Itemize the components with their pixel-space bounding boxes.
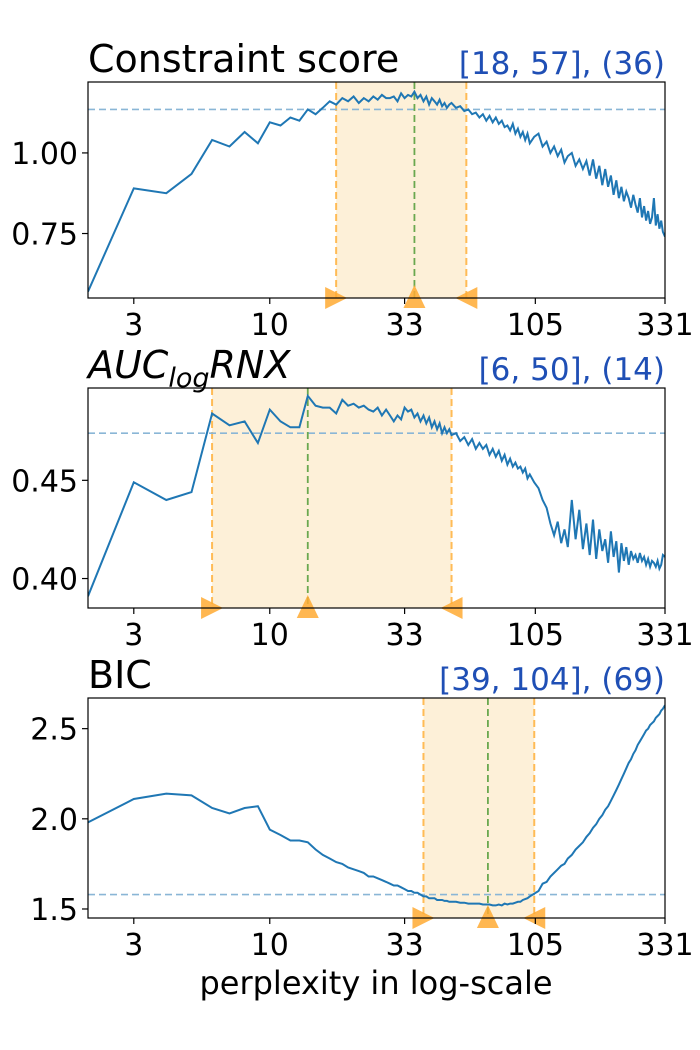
chart-title: AUClogRNX bbox=[85, 343, 291, 394]
best-value-marker bbox=[476, 905, 499, 928]
y-tick-label: 1.5 bbox=[30, 893, 78, 928]
x-tick-label: 105 bbox=[507, 308, 564, 343]
y-tick-label: 2.5 bbox=[30, 713, 78, 748]
x-tick-label: 33 bbox=[386, 308, 424, 343]
x-tick-label: 33 bbox=[386, 618, 424, 653]
x-tick-label: 3 bbox=[124, 928, 143, 963]
axes-frame bbox=[87, 697, 666, 919]
y-tick-label: 0.45 bbox=[11, 464, 78, 499]
selected-range-band bbox=[212, 388, 452, 608]
x-tick-label: 10 bbox=[251, 618, 289, 653]
best-value-marker bbox=[296, 595, 319, 618]
x-tick-label: 33 bbox=[386, 928, 424, 963]
axes-frame bbox=[87, 387, 666, 609]
x-tick-label: 331 bbox=[636, 618, 693, 653]
chart-title: BIC bbox=[88, 653, 152, 697]
series-line bbox=[88, 704, 665, 907]
y-tick-label: 0.75 bbox=[11, 218, 78, 253]
panel-1: 3 10 33 105 331 0.75 1.00 Constraint score [18, … bbox=[11, 37, 693, 343]
x-tick-label: 105 bbox=[507, 928, 564, 963]
best-value-marker bbox=[403, 285, 426, 308]
interval-label: [39, 104], (69) bbox=[439, 662, 665, 698]
x-axis-label: perplexity in log-scale bbox=[199, 964, 552, 1002]
panel-3: 3 10 33 105 331 1.5 2.0 2.5 BIC [39, 104], (69) bbox=[30, 653, 693, 963]
panel-2: 3 10 33 105 331 0.40 0.45 AUClogRNX [6, 50], (14… bbox=[11, 343, 693, 653]
x-tick-label: 3 bbox=[124, 308, 143, 343]
interval-label: [18, 57], (36) bbox=[459, 46, 665, 82]
chart-title: Constraint score bbox=[88, 37, 399, 81]
x-tick-label: 331 bbox=[636, 928, 693, 963]
x-tick-label: 331 bbox=[636, 308, 693, 343]
x-tick-label: 10 bbox=[251, 308, 289, 343]
series-line bbox=[88, 393, 665, 597]
selected-range-band bbox=[336, 82, 467, 298]
x-tick-label: 105 bbox=[507, 618, 564, 653]
x-tick-label: 3 bbox=[124, 618, 143, 653]
y-tick-label: 0.40 bbox=[11, 563, 78, 598]
interval-label: [6, 50], (14) bbox=[479, 352, 665, 388]
axes-frame bbox=[87, 81, 666, 299]
x-tick-label: 10 bbox=[251, 928, 289, 963]
y-tick-label: 2.0 bbox=[30, 803, 78, 838]
selected-range-band bbox=[423, 698, 535, 918]
series-line bbox=[88, 89, 665, 293]
y-tick-label: 1.00 bbox=[11, 137, 78, 172]
